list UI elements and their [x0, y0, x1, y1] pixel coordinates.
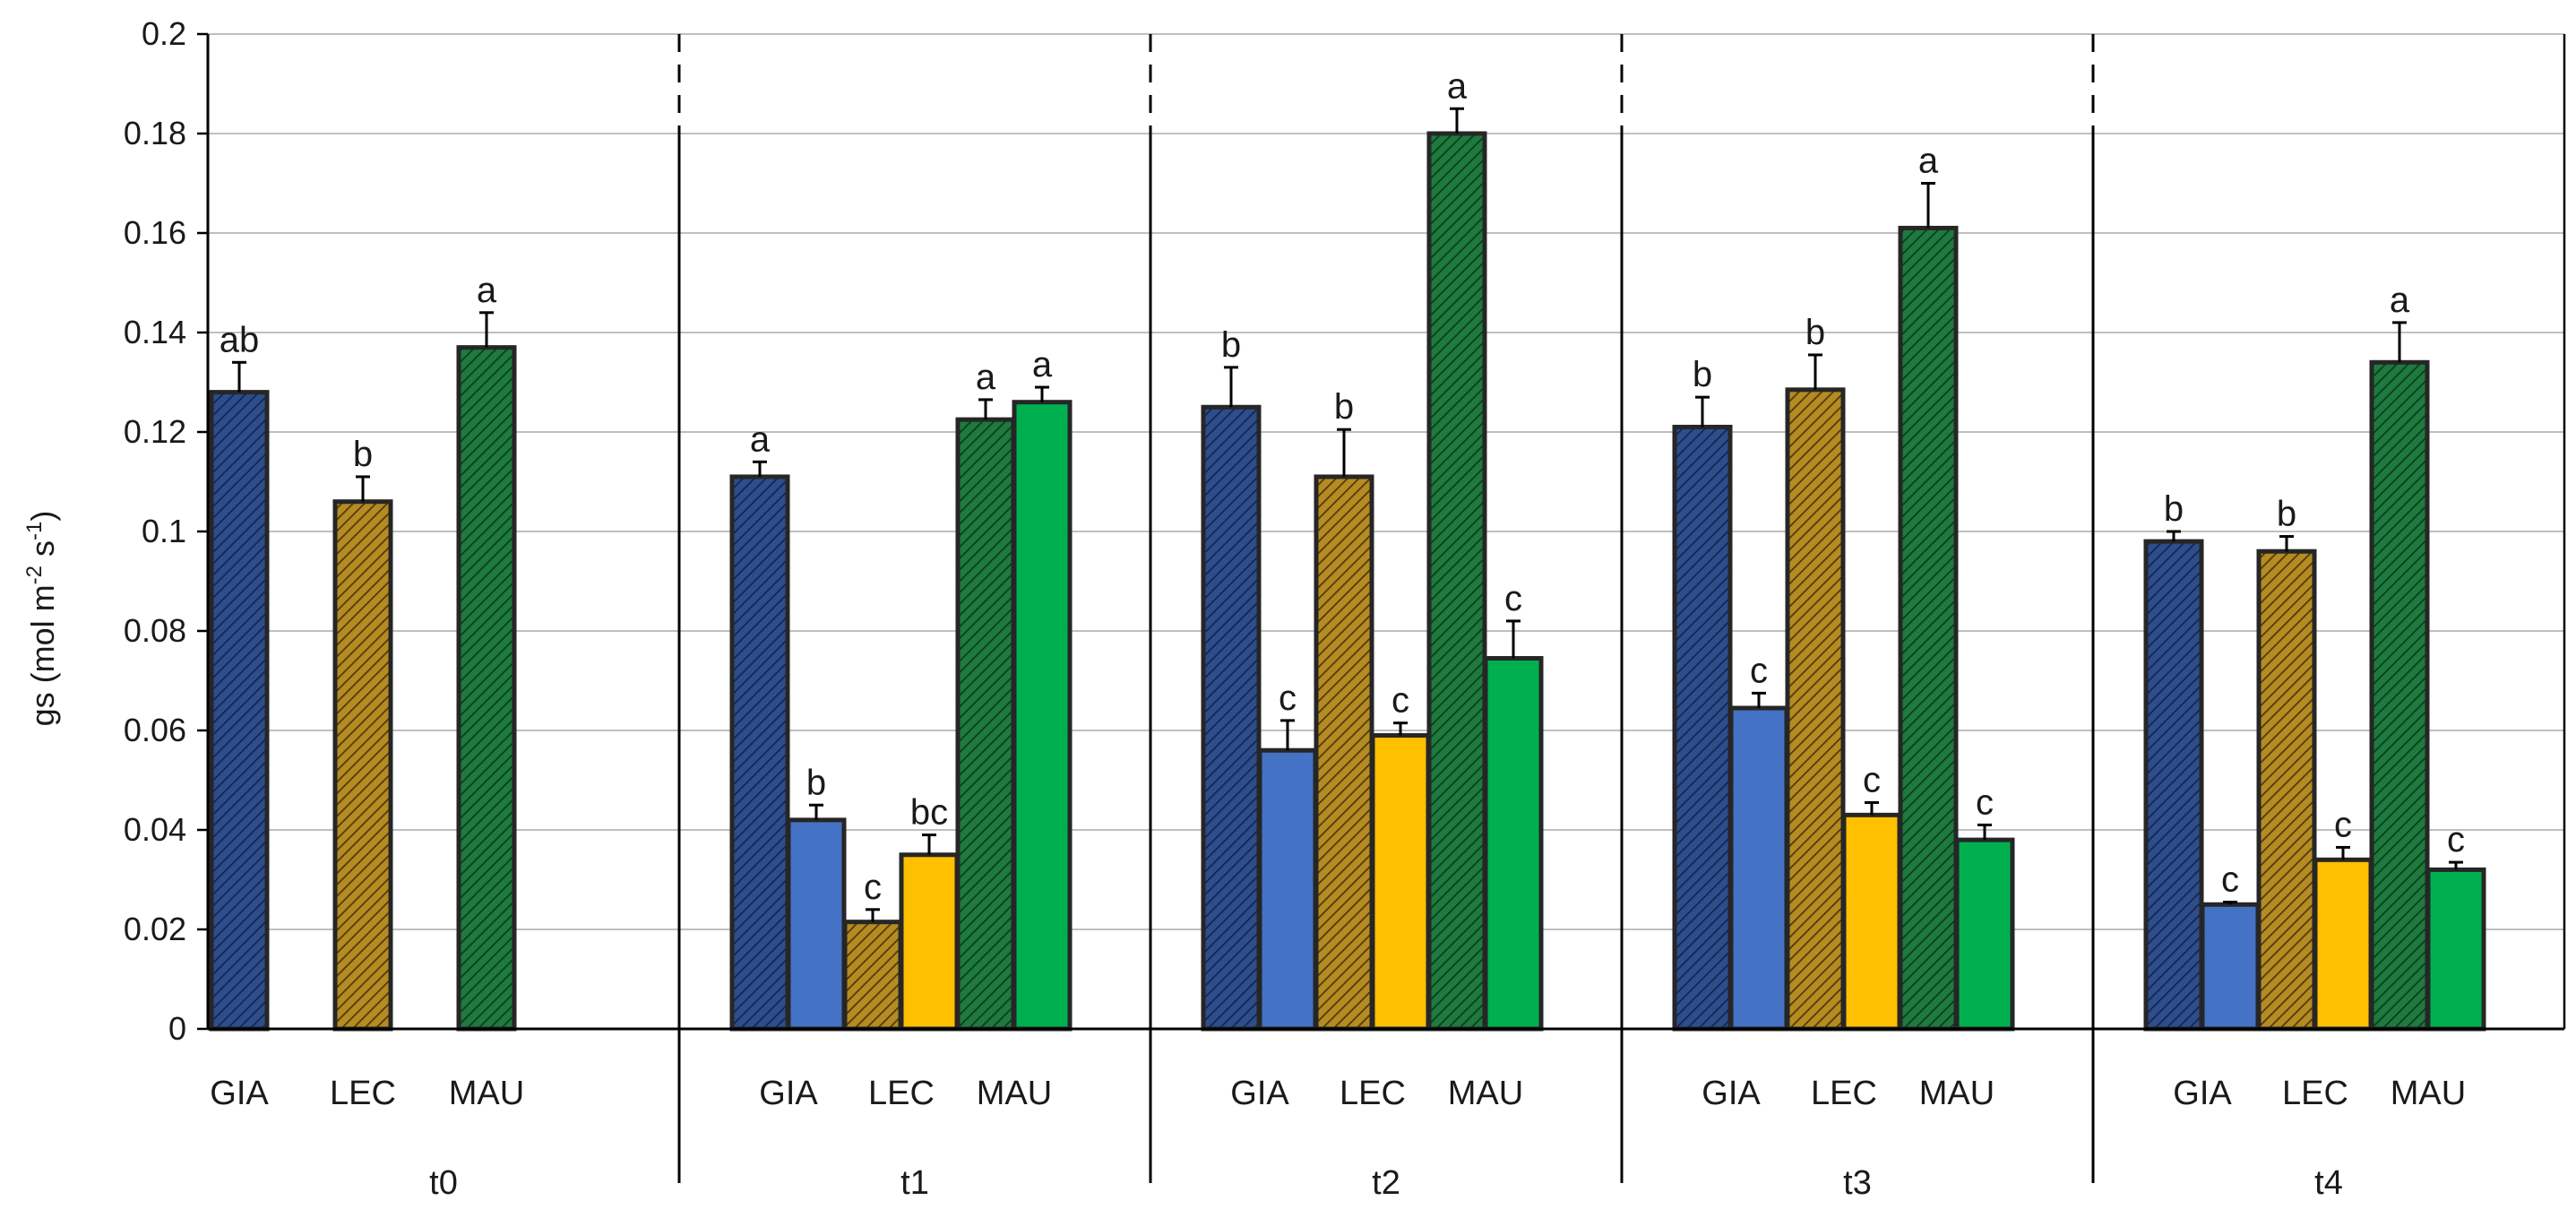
y-tick-label: 0.14 — [124, 314, 186, 350]
category-label: LEC — [330, 1075, 396, 1112]
x-axis-labels: GIA LEC MAU t0 GIA LEC MAU t1 GIA LEC MAU t2 GIA LEC M… — [210, 1075, 2466, 1202]
svg-text:gs (mol m-2 s-1): gs (mol m-2 s-1) — [22, 511, 61, 727]
category-label: GIA — [210, 1075, 269, 1112]
group-label: t4 — [2314, 1164, 2343, 1202]
bar — [2143, 539, 2204, 1032]
significance-letter: ab — [220, 320, 260, 359]
y-tick-label: 0 — [168, 1010, 186, 1047]
category-label: LEC — [1340, 1075, 1406, 1112]
y-tick-label: 0.2 — [142, 15, 186, 52]
category-label: GIA — [1230, 1075, 1289, 1112]
significance-letter: c — [2334, 805, 2352, 844]
significance-letter: c — [2221, 860, 2239, 899]
significance-letter: b — [2164, 489, 2184, 529]
significance-letter: c — [1279, 678, 1297, 718]
significance-letter: c — [1863, 760, 1881, 799]
significance-letter: a — [1032, 345, 1053, 384]
y-tick-label: 0.08 — [124, 612, 186, 649]
bar — [1954, 837, 2015, 1032]
significance-letter: c — [2447, 820, 2465, 860]
significance-letter: c — [1504, 579, 1522, 618]
bar — [1728, 705, 1789, 1032]
bar — [1898, 225, 1959, 1032]
significance-letter: b — [353, 435, 373, 474]
significance-letter: b — [1693, 355, 1712, 394]
category-label: MAU — [1448, 1075, 1523, 1112]
plot-frame — [206, 34, 2566, 1031]
group-label: t3 — [1843, 1164, 1872, 1202]
y-axis-ticks: 0 0.02 0.04 0.06 0.08 0.1 0.12 0.14 0.16 0.18 0.2 — [124, 15, 208, 1047]
bar — [456, 345, 517, 1032]
y-tick-label: 0.12 — [124, 413, 186, 450]
significance-letter: a — [750, 419, 771, 459]
significance-letter: c — [1976, 782, 1994, 822]
significance-letter: a — [1918, 142, 1939, 181]
bar — [2369, 359, 2430, 1032]
error-bars — [232, 107, 2463, 922]
y-axis-label: gs (mol m-2 s-1) — [22, 511, 61, 727]
significance-letter: b — [1805, 313, 1825, 352]
bar — [899, 852, 960, 1032]
category-label: LEC — [868, 1075, 935, 1112]
y-tick-label: 0.1 — [142, 513, 186, 549]
significance-letter: c — [1391, 681, 1409, 721]
bar — [1672, 424, 1733, 1032]
significance-letter: b — [1334, 387, 1354, 427]
bar — [1483, 656, 1544, 1032]
y-tick-label: 0.18 — [124, 115, 186, 151]
category-label: MAU — [1919, 1075, 1994, 1112]
y-tick-label: 0.02 — [124, 911, 186, 947]
bar — [729, 474, 790, 1032]
bar — [2313, 857, 2374, 1032]
significance-letter: c — [1750, 651, 1768, 690]
category-label: MAU — [449, 1075, 524, 1112]
bar — [2200, 902, 2261, 1032]
group-separators — [677, 34, 2095, 1183]
bar — [1314, 474, 1374, 1032]
bar — [1012, 400, 1073, 1032]
bar — [1841, 812, 1902, 1032]
bar — [1257, 747, 1318, 1032]
gridlines — [208, 33, 2564, 930]
group-label: t0 — [429, 1164, 458, 1202]
significance-letter: a — [1447, 66, 1468, 106]
category-label: MAU — [977, 1075, 1052, 1112]
category-label: GIA — [1702, 1075, 1761, 1112]
category-label: LEC — [1811, 1075, 1877, 1112]
bar — [2256, 549, 2317, 1032]
bar — [1201, 404, 1262, 1032]
significance-letter: a — [976, 358, 996, 397]
y-tick-label: 0.06 — [124, 712, 186, 748]
bar — [1370, 733, 1431, 1032]
significance-letter: b — [806, 763, 826, 802]
bar — [209, 390, 270, 1032]
y-tick-label: 0.04 — [124, 811, 186, 848]
group-label: t2 — [1372, 1164, 1400, 1202]
category-label: GIA — [2173, 1075, 2232, 1112]
significance-letter: bc — [910, 793, 948, 833]
bar — [955, 417, 1016, 1032]
group-label: t1 — [900, 1164, 929, 1202]
bar — [2425, 867, 2486, 1032]
category-label: LEC — [2282, 1075, 2348, 1112]
bar — [1785, 387, 1846, 1032]
category-label: GIA — [759, 1075, 818, 1112]
bar — [1426, 131, 1487, 1032]
significance-letter: c — [864, 868, 882, 907]
bar — [786, 817, 847, 1032]
bar — [332, 499, 393, 1032]
bars — [209, 131, 2486, 1032]
significance-letter: a — [2390, 281, 2410, 320]
significance-letter: b — [2277, 495, 2296, 534]
bar — [842, 920, 903, 1032]
significance-letter: b — [1221, 325, 1241, 365]
significance-letter: a — [477, 271, 497, 310]
y-tick-label: 0.16 — [124, 214, 186, 251]
category-label: MAU — [2391, 1075, 2466, 1112]
